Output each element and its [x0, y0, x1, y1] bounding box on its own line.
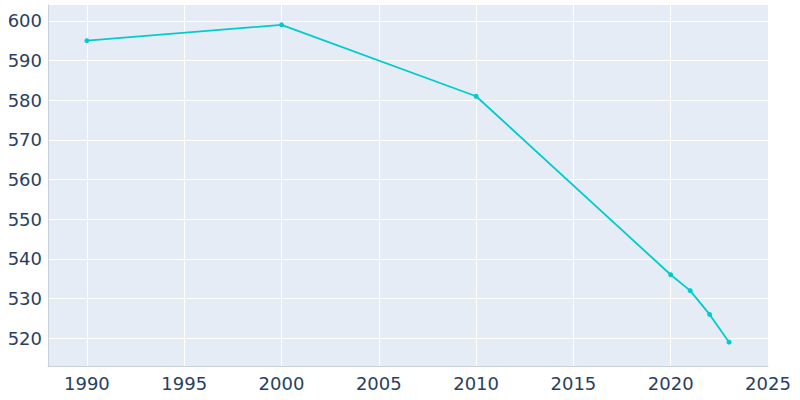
svg-text:2020: 2020	[648, 373, 694, 394]
svg-text:2000: 2000	[259, 373, 305, 394]
svg-text:540: 540	[8, 248, 42, 269]
svg-text:570: 570	[8, 129, 42, 150]
svg-text:1990: 1990	[64, 373, 110, 394]
svg-text:520: 520	[8, 328, 42, 349]
svg-text:2025: 2025	[745, 373, 791, 394]
svg-text:600: 600	[8, 10, 42, 31]
svg-text:1995: 1995	[161, 373, 207, 394]
svg-text:2010: 2010	[453, 373, 499, 394]
svg-text:590: 590	[8, 50, 42, 71]
svg-text:560: 560	[8, 169, 42, 190]
svg-text:580: 580	[8, 90, 42, 111]
svg-text:550: 550	[8, 209, 42, 230]
svg-text:530: 530	[8, 288, 42, 309]
svg-text:2015: 2015	[550, 373, 596, 394]
svg-text:2005: 2005	[356, 373, 402, 394]
